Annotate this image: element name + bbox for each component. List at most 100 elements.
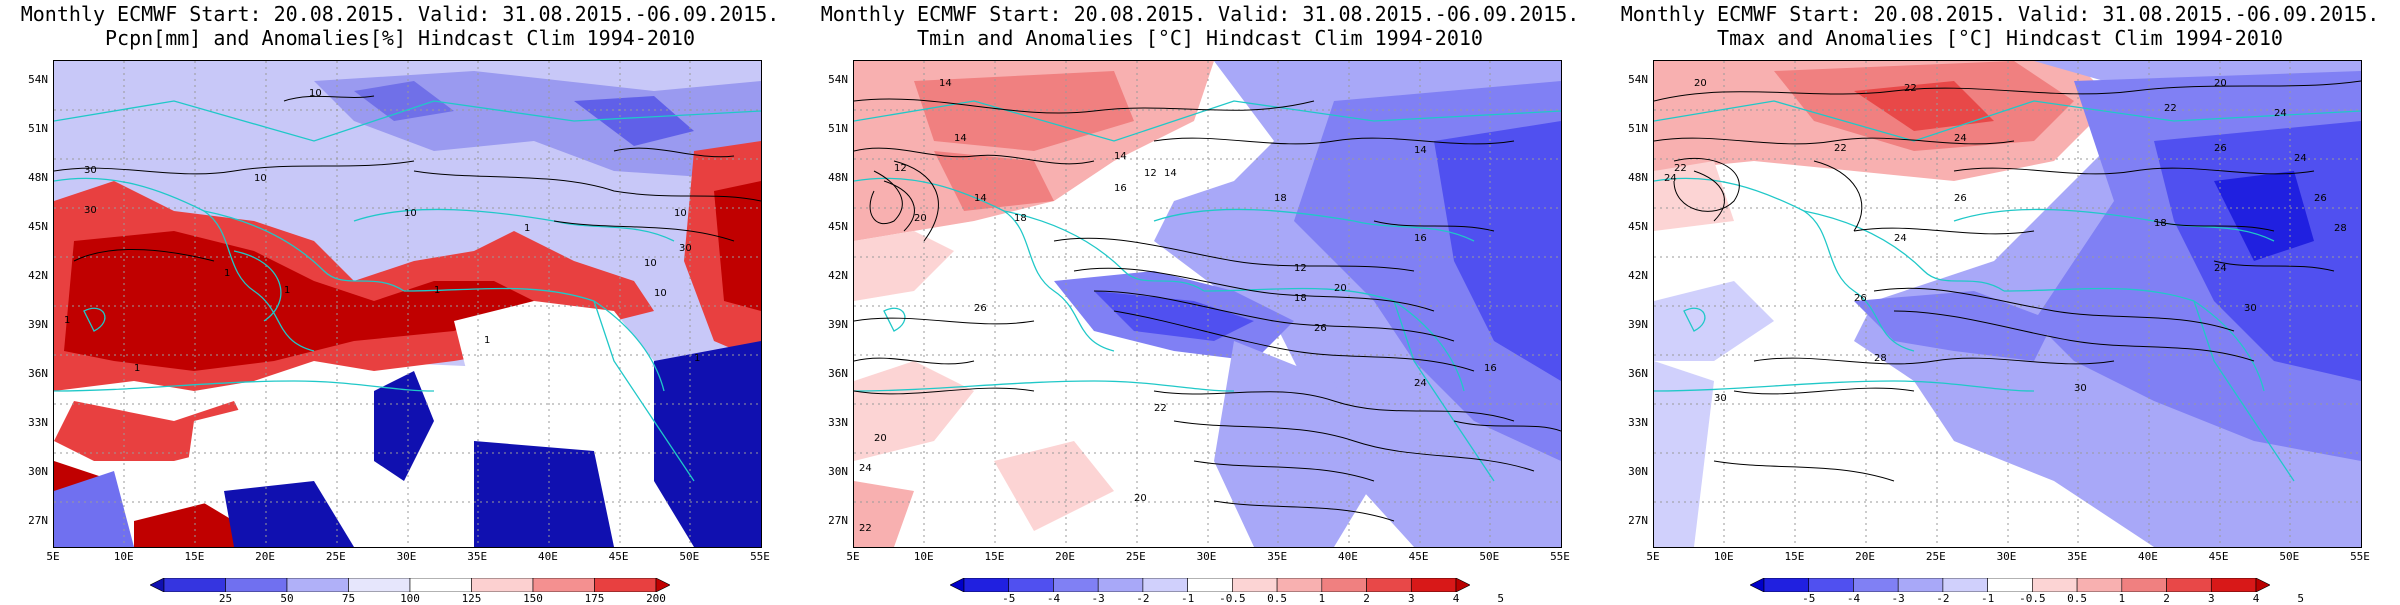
colorbar-tick-label: 150 <box>523 592 543 605</box>
colorbar-segment <box>1366 578 1412 592</box>
contour-label: 16 <box>1114 183 1127 194</box>
contour-label: 14 <box>939 78 952 89</box>
contour-label: 22 <box>1834 143 1847 154</box>
contour-label: 30 <box>2074 383 2087 394</box>
contour-label: 30 <box>679 243 692 254</box>
colorbar-segment <box>1008 578 1054 592</box>
lon-tick-label: 10E <box>913 550 934 563</box>
contour-label: 26 <box>2214 143 2227 154</box>
lat-tick-label: 54N <box>28 72 48 86</box>
colorbar-tick-label: 5 <box>2297 592 2305 605</box>
lon-tick-label: 35E <box>2067 550 2088 563</box>
panel-title-line1: Monthly ECMWF Start: 20.08.2015. Valid: … <box>20 2 780 26</box>
colorbar-tick-label: -3 <box>1091 592 1105 605</box>
colorbar-tick-label: 200 <box>646 592 666 605</box>
lon-tick-label: 25E <box>1925 550 1946 563</box>
lat-tick-label: 54N <box>1628 72 1648 86</box>
colorbar-tick-label: 3 <box>1407 592 1415 605</box>
tmax-colorbar <box>1750 578 2270 592</box>
panel-title-line1: Monthly ECMWF Start: 20.08.2015. Valid: … <box>1620 2 2380 26</box>
lon-tick-label: 40E <box>1337 550 1358 563</box>
colorbar-tick-label: 4 <box>2252 592 2260 605</box>
colorbar-segment <box>950 578 965 592</box>
lat-tick-label: 33N <box>1628 415 1648 429</box>
colorbar-tick-label: 175 <box>584 592 605 605</box>
colorbar-segment <box>2121 578 2167 592</box>
colorbar-segment <box>225 578 288 592</box>
contour-label: 24 <box>2214 263 2227 274</box>
colorbar-segment <box>471 578 534 592</box>
lon-tick-label: 10E <box>1713 550 1734 563</box>
lat-tick-label: 51N <box>28 121 48 135</box>
colorbar-tick-label: -3 <box>1891 592 1905 605</box>
contour-label: 10 <box>309 88 322 99</box>
lat-tick-label: 27N <box>28 513 48 527</box>
colorbar-segment <box>2076 578 2123 592</box>
contour-label: 1 <box>64 315 70 326</box>
colorbar-tick-label: 25 <box>218 592 233 605</box>
contour-label: 14 <box>1414 145 1427 156</box>
contour-label: 30 <box>84 205 97 216</box>
contour-label: 1 <box>134 363 140 374</box>
colorbar-tick-label: -1 <box>1181 592 1195 605</box>
colorbar-tick-label: 1 <box>1318 592 1326 605</box>
contour-label: 12 <box>1294 263 1307 274</box>
lon-tick-label: 45E <box>1408 550 1429 563</box>
colorbar-tick-label: 2 <box>2163 592 2170 605</box>
colorbar-segment <box>1187 578 1233 592</box>
colorbar-tick-label: 3 <box>2207 592 2215 605</box>
colorbar-segment <box>1097 578 1144 592</box>
lat-tick-label: 45N <box>828 219 848 233</box>
lon-tick-label: 35E <box>467 550 488 563</box>
lon-tick-label: 5E <box>1646 550 1660 563</box>
lon-tick-label: 40E <box>537 550 558 563</box>
lat-tick-label: 48N <box>828 170 848 184</box>
contour-label: 16 <box>1414 233 1427 244</box>
contour-label: 20 <box>1694 78 1707 89</box>
colorbar-tick-label: 0.5 <box>1267 592 1288 605</box>
precipitation-panel: Monthly ECMWF Start: 20.08.2015. Valid: … <box>0 0 800 605</box>
lon-tick-label: 45E <box>2208 550 2229 563</box>
contour-label: 18 <box>1294 293 1307 304</box>
colorbar-tick-label: -2 <box>1936 592 1950 605</box>
contour-label: 22 <box>2164 103 2177 114</box>
contour-label: 10 <box>674 208 687 219</box>
colorbar-segment <box>655 578 670 592</box>
lon-tick-label: 55E <box>2350 550 2370 563</box>
contour-label: 30 <box>1714 393 1727 404</box>
lat-tick-label: 33N <box>828 415 848 429</box>
lon-tick-label: 10E <box>113 550 134 563</box>
lon-tick-label: 15E <box>1784 550 1805 563</box>
contour-label: 1 <box>694 353 700 364</box>
colorbar-segment <box>1321 578 1367 592</box>
colorbar-segment <box>2210 578 2257 592</box>
colorbar-segment <box>1853 578 1899 592</box>
contour-label: 18 <box>1014 213 1027 224</box>
colorbar-segment <box>1455 578 1470 592</box>
colorbar-segment <box>150 578 165 592</box>
colorbar-segment <box>163 578 226 592</box>
colorbar-segment <box>1410 578 1457 592</box>
lon-tick-label: 25E <box>325 550 346 563</box>
colorbar-tick-label: -1 <box>1981 592 1995 605</box>
lat-tick-label: 39N <box>828 317 848 331</box>
lat-tick-label: 30N <box>28 464 48 478</box>
lat-tick-label: 45N <box>1628 219 1648 233</box>
colorbar-tick-label: -5 <box>1002 592 1016 605</box>
panel-title-line2: Pcpn[mm] and Anomalies[%] Hindcast Clim … <box>104 26 695 50</box>
colorbar-segment <box>348 578 411 592</box>
contour-label: 20 <box>2214 78 2227 89</box>
contour-label: 28 <box>2334 223 2347 234</box>
contour-label: 16 <box>1484 363 1497 374</box>
lon-tick-label: 5E <box>846 550 860 563</box>
lon-tick-label: 55E <box>750 550 770 563</box>
colorbar-tick-label: -2 <box>1136 592 1150 605</box>
lon-tick-label: 40E <box>2137 550 2158 563</box>
contour-label: 20 <box>1334 283 1347 294</box>
colorbar-segment <box>1987 578 2033 592</box>
colorbar-segment <box>1276 578 1323 592</box>
lat-tick-label: 30N <box>828 464 848 478</box>
colorbar-tick-label: 0.5 <box>2067 592 2088 605</box>
contour-label: 10 <box>644 258 657 269</box>
contour-label: 1 <box>484 335 490 346</box>
